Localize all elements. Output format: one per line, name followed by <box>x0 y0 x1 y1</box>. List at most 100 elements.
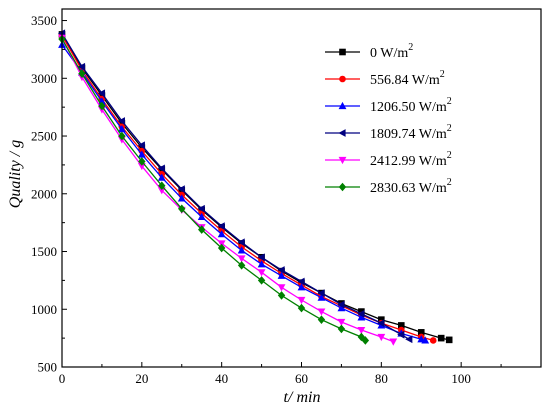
data-point <box>357 313 366 321</box>
legend-marker <box>339 48 346 56</box>
y-tick-label: 2500 <box>31 129 57 144</box>
axes: 0 20 40 60 80 100 500 1000 1500 2000 2500 3000 3500 <box>31 8 542 386</box>
legend-label: 556.84 W/m2 <box>370 69 445 88</box>
legend-marker <box>338 182 347 192</box>
data-point <box>417 329 425 336</box>
data-point <box>378 316 385 323</box>
legend: 0 W/m2 556.84 W/m2 1206.50 W/m2 1809.74 W/m… <box>325 42 452 196</box>
data-point <box>158 181 166 190</box>
data-point <box>217 222 225 231</box>
data-point <box>178 204 186 214</box>
legend-superscript: 2 <box>408 42 413 53</box>
legend-label: 2412.99 W/m2 <box>370 150 452 169</box>
data-point <box>277 266 285 274</box>
data-point <box>357 332 366 342</box>
data-point <box>297 303 306 313</box>
data-point <box>237 238 245 247</box>
legend-superscript: 2 <box>447 96 452 107</box>
legend-label: 0 W/m2 <box>370 42 413 61</box>
data-point <box>337 318 346 327</box>
x-tick-label: 20 <box>135 371 148 386</box>
series-line-3 <box>61 44 426 342</box>
legend-marker <box>338 101 347 110</box>
legend-superscript: 2 <box>447 177 452 188</box>
data-point <box>257 260 266 268</box>
data-point <box>429 337 437 344</box>
legend-marker <box>339 75 346 83</box>
plot-area <box>57 29 453 346</box>
data-point <box>357 309 365 318</box>
data-point <box>337 300 345 309</box>
data-point <box>421 336 430 344</box>
data-point <box>157 173 166 181</box>
y-tick-label: 500 <box>38 360 58 375</box>
data-point <box>237 246 246 254</box>
data-point <box>297 277 305 286</box>
data-point <box>197 212 206 220</box>
x-axis-title: t/ min <box>284 389 321 406</box>
data-point <box>98 101 106 111</box>
data-point <box>157 164 165 173</box>
data-point <box>445 336 453 344</box>
data-point <box>117 125 126 133</box>
data-point <box>117 117 125 125</box>
legend-superscript: 2 <box>447 150 452 161</box>
data-point <box>78 69 86 78</box>
series-line-5 <box>61 37 394 343</box>
legend-label: 2830.63 W/m2 <box>370 177 452 196</box>
x-tick-label: 100 <box>451 371 471 386</box>
legend-superscript: 2 <box>447 123 452 134</box>
data-point <box>397 322 405 329</box>
data-point <box>357 326 366 335</box>
data-point <box>277 271 286 279</box>
data-point <box>317 293 326 301</box>
data-point <box>277 284 286 292</box>
x-tick-label: 0 <box>59 371 66 386</box>
data-point <box>317 315 326 324</box>
x-tick-label: 40 <box>215 371 228 386</box>
data-point <box>317 308 326 316</box>
data-point <box>257 269 266 277</box>
data-point <box>237 255 246 263</box>
data-point <box>358 308 365 315</box>
data-point <box>177 194 186 202</box>
legend-marker <box>338 156 347 165</box>
data-point <box>377 319 385 328</box>
data-point <box>257 253 265 262</box>
x-tick-label: 80 <box>375 371 388 386</box>
data-point <box>361 336 370 345</box>
data-point <box>337 324 346 334</box>
data-point <box>97 89 106 98</box>
y-tick-label: 2000 <box>31 186 57 201</box>
data-point <box>197 204 205 213</box>
data-point <box>77 62 86 71</box>
data-point <box>157 187 166 195</box>
data-point <box>177 185 185 194</box>
data-point <box>337 304 346 312</box>
legend-superscript: 2 <box>440 69 445 80</box>
data-point <box>317 289 325 297</box>
y-tick-label: 3000 <box>31 71 57 86</box>
data-point <box>257 276 266 285</box>
data-point <box>118 120 126 127</box>
legend-marker <box>338 129 346 137</box>
y-tick-label: 1500 <box>31 244 57 259</box>
data-point <box>138 144 146 151</box>
y-tick-label: 3500 <box>31 13 57 28</box>
data-point <box>297 283 306 291</box>
x-tick-label: 60 <box>295 371 308 386</box>
data-point <box>277 291 286 300</box>
data-point <box>437 334 445 342</box>
legend-label: 1809.74 W/m2 <box>370 123 452 142</box>
data-point <box>217 243 226 253</box>
data-point <box>405 335 413 344</box>
data-point <box>397 330 405 339</box>
data-point <box>217 230 226 238</box>
data-point <box>389 338 398 346</box>
y-tick-label: 1000 <box>31 302 57 317</box>
data-point <box>297 296 306 305</box>
data-point <box>237 261 246 270</box>
data-point <box>98 92 106 99</box>
